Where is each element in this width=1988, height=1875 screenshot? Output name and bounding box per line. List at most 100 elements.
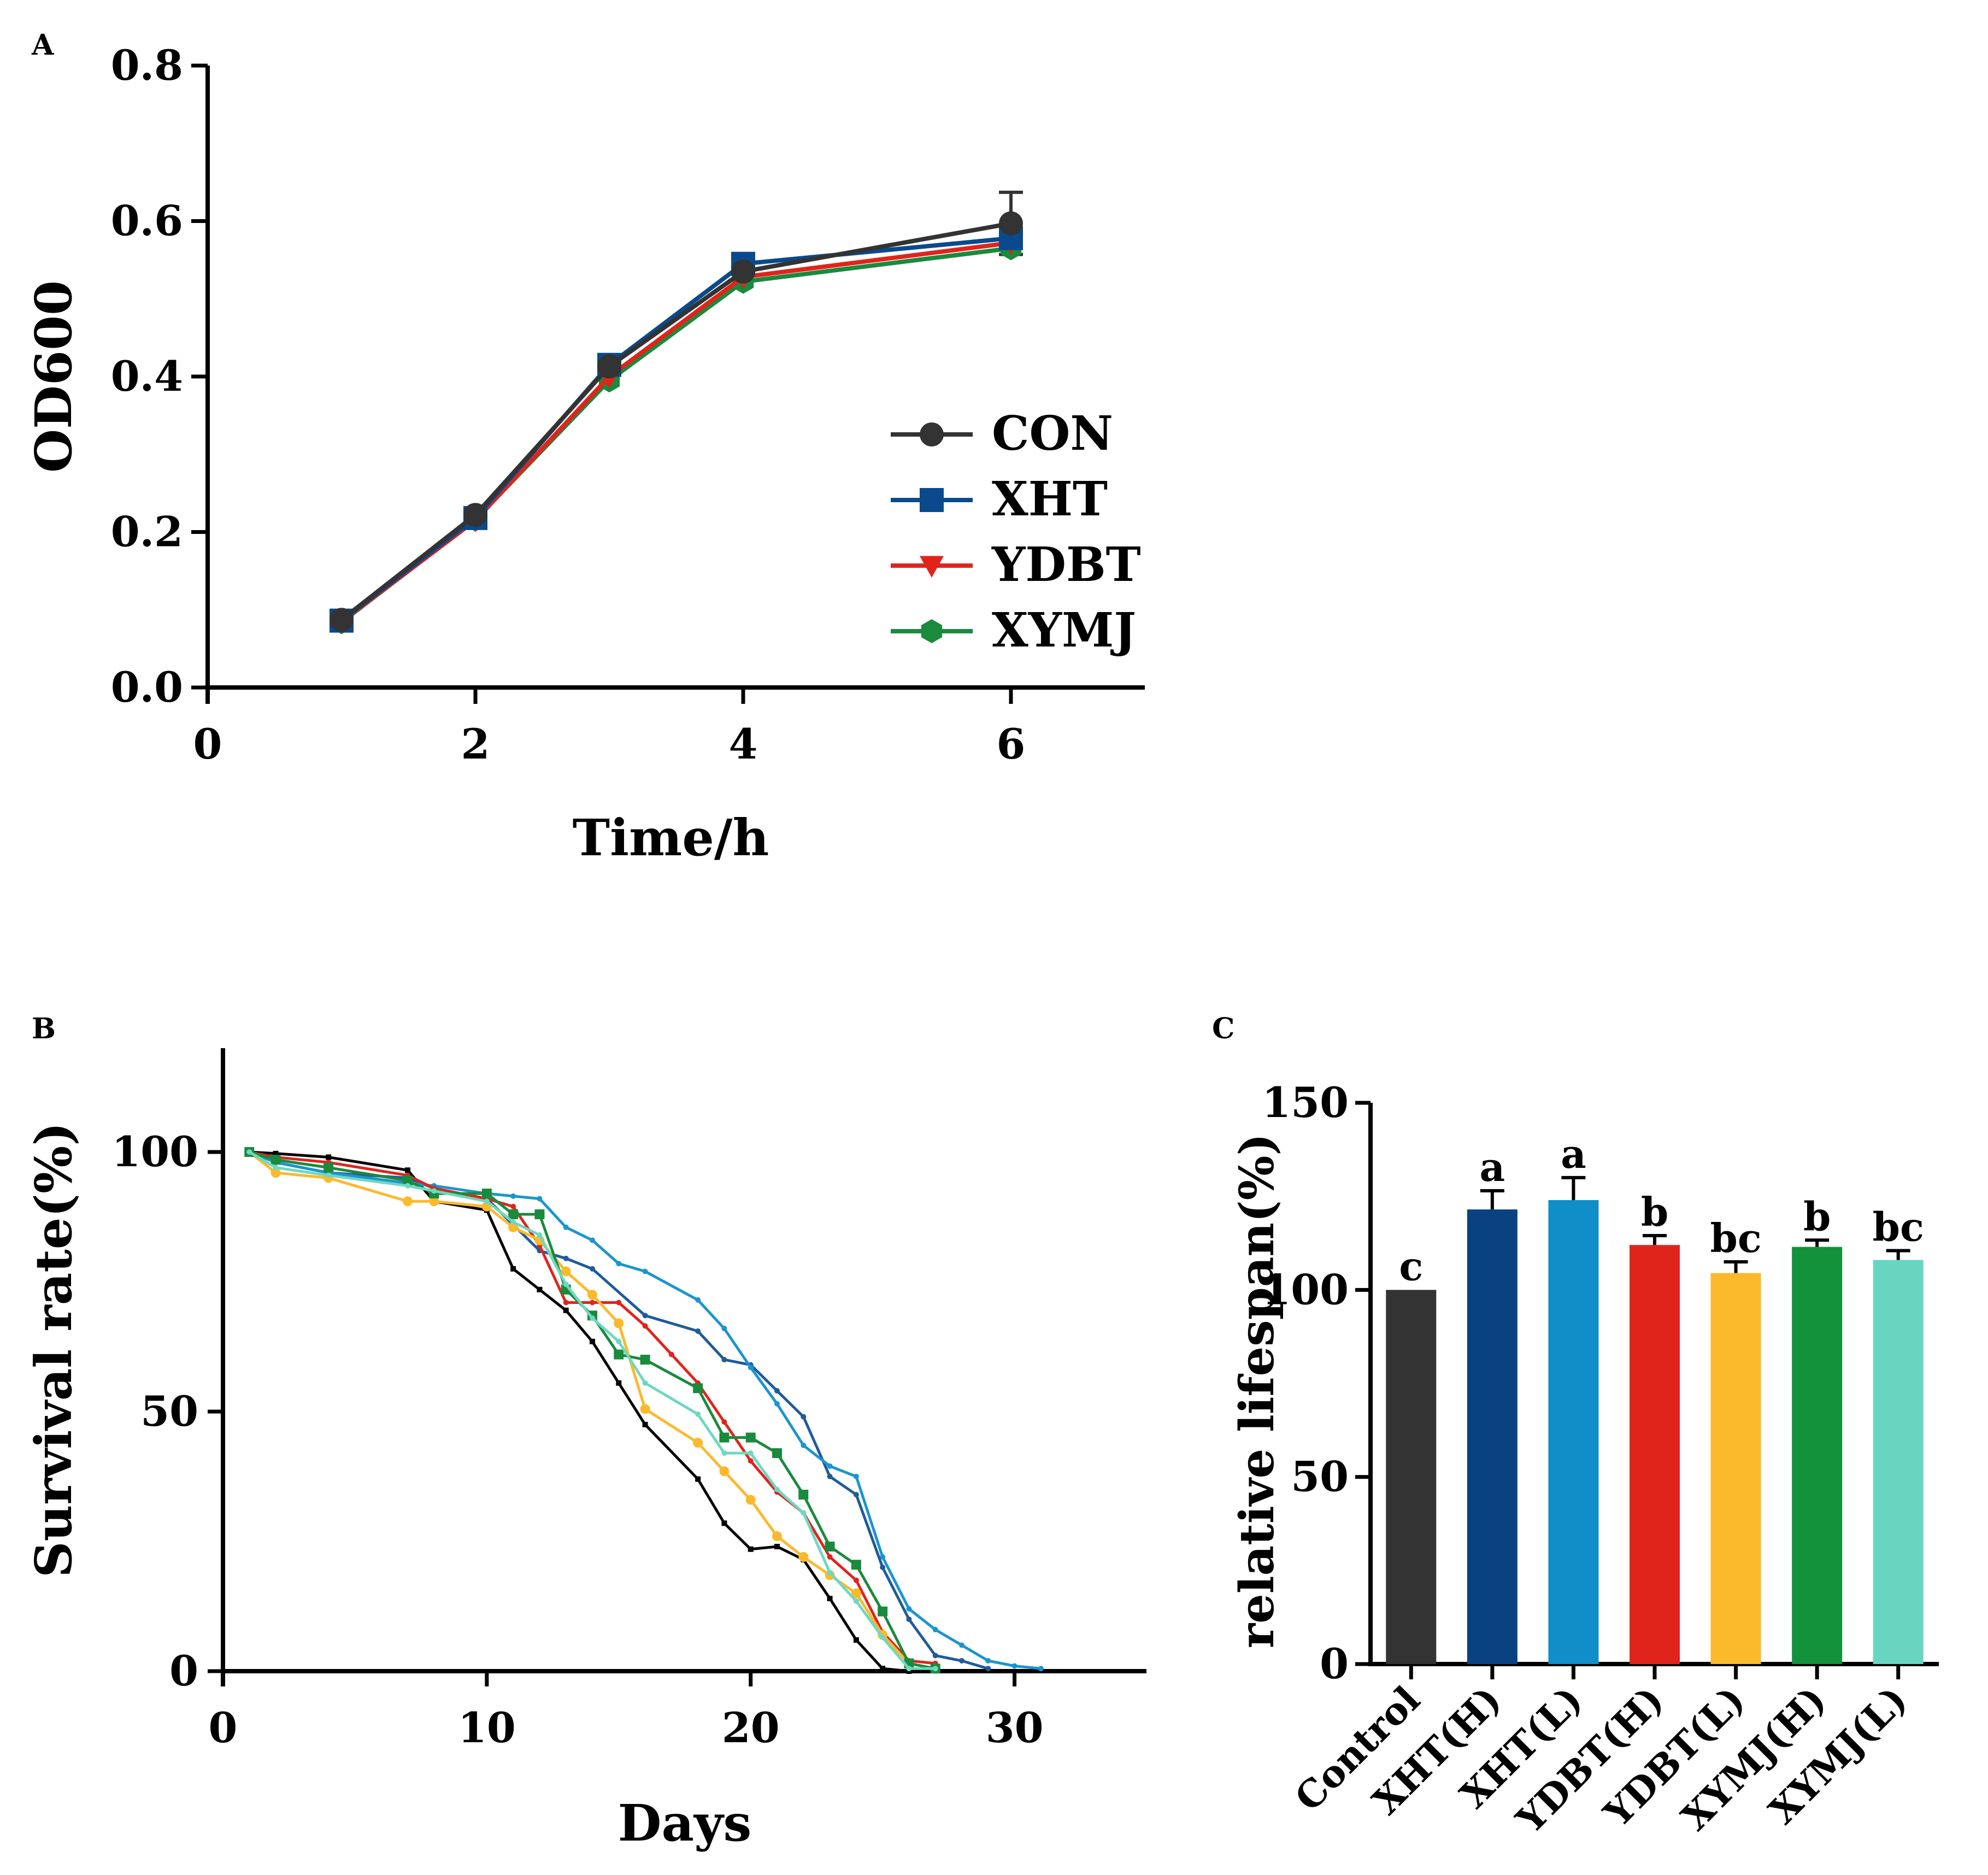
series-line-control [249,1150,909,1673]
data-point-xymjl [801,1510,807,1516]
y-tick-label: 100 [1262,1265,1349,1314]
x-tick-label: 6 [997,720,1026,768]
data-point-ydbth [827,1554,833,1560]
data-point-xhtl [590,1237,595,1243]
data-point-xhtl [510,1193,516,1199]
y-tick-label: 100 [111,1127,198,1176]
data-point-xhth [985,1666,991,1672]
data-point-ydbth [616,1300,622,1306]
series-line-xhth [249,1150,989,1670]
data-point-ydbth [563,1300,569,1306]
data-point-ydbtl [429,1196,439,1207]
panel-label-a: A [31,28,54,62]
data-point-ydbtl [403,1196,413,1207]
data-point-xymjl [932,1666,938,1672]
data-point-control [853,1637,859,1643]
data-point-ydbtl [745,1495,756,1505]
data-point-control [510,1266,516,1272]
data-point-xymjh [508,1209,519,1219]
series-line-ydbtl [248,1151,936,1670]
legend-label: XYMJ [992,603,1136,658]
x-axis-title: Days [618,1794,752,1853]
data-point-ydbtl [693,1438,703,1448]
data-point-xymjl [616,1338,622,1344]
significance-label: bc [1710,1215,1761,1261]
data-point-control [616,1380,622,1386]
data-point-xymjh [324,1162,334,1173]
x-tick-label: 0 [193,720,222,768]
bar [1386,1290,1437,1664]
data-point-xhtl [563,1224,569,1230]
y-tick-label: 150 [1262,1078,1349,1127]
data-point-xymjh [693,1383,703,1394]
panel-label-c: C [1212,1012,1234,1045]
significance-label: c [1399,1243,1423,1289]
data-point-ydbth [748,1458,754,1464]
x-tick-label: 2 [461,720,490,768]
data-point-xhth [721,1357,727,1362]
legend-marker [920,556,944,578]
data-point-xymjl [853,1598,859,1604]
y-tick-label: 0.2 [111,508,183,556]
data-point-con [597,354,621,379]
bar [1548,1200,1599,1664]
bar [1792,1247,1843,1664]
data-point-ydbth [668,1351,674,1357]
data-point-xymjl [642,1380,648,1386]
y-tick-label: 0 [169,1647,198,1695]
data-point-xhtl [932,1627,938,1632]
data-point-xhtl [748,1365,754,1371]
data-point-xhth [932,1653,938,1659]
significance-label: b [1641,1189,1668,1235]
data-point-control [273,1150,279,1156]
data-point-ydbtl [587,1290,597,1300]
data-point-ydbth [590,1300,595,1306]
data-point-control [405,1167,410,1173]
data-point-xhtl [801,1442,807,1448]
data-point-control [642,1421,648,1427]
data-point-xhth [563,1255,569,1261]
bar [1710,1273,1761,1664]
data-point-control [590,1338,595,1344]
chart-a: 0.0 0.2 0.4 0.6 0.8 0 2 4 6 Time/h OD600 CON XHT YDBT… [24,41,1145,867]
data-point-xhtl [906,1606,912,1612]
x-tick-label: 20 [722,1703,780,1752]
data-point-xymjl [484,1198,490,1204]
data-point-xhth [774,1388,780,1394]
y-tick-label: 0.6 [111,197,183,245]
panel-label-b: B [32,1012,56,1045]
data-point-xhtl [985,1658,991,1664]
y-tick-label: 0.4 [111,352,183,401]
data-point-control [537,1286,543,1292]
series-line-xymjl [249,1150,936,1670]
data-point-xymjl [563,1282,569,1288]
data-point-xymjh [270,1155,281,1165]
series-line-ydbth [249,1150,936,1665]
data-point-control [774,1544,780,1549]
data-point-xhtl [642,1268,648,1274]
data-point-xhtl [616,1261,622,1267]
data-point-xymjl [405,1183,410,1189]
significance-label: a [1480,1144,1505,1190]
data-point-con [463,503,487,527]
data-point-ydbtl [640,1404,650,1414]
data-point-ydbtl [614,1318,624,1329]
x-tick-label: 10 [458,1703,516,1752]
data-point-xhth [853,1492,859,1497]
data-point-ydbth [510,1203,516,1209]
significance-label: a [1561,1131,1586,1177]
x-tick-label: 0 [209,1703,238,1752]
data-point-xhth [642,1313,648,1319]
data-point-xhtl [880,1554,886,1560]
data-point-xymjh [640,1355,650,1365]
chart-b: 0 50 100 0 10 20 30 Days Survival rate(%) [24,1048,1146,1853]
data-point-xymjh [481,1189,492,1198]
data-point-xhtl [853,1473,859,1479]
data-point-ydbth [721,1419,727,1425]
data-point-ydbtl [798,1552,809,1562]
data-point-xhth [695,1328,701,1334]
data-point-xymjl [880,1635,886,1641]
data-point-ydbth [642,1323,648,1329]
